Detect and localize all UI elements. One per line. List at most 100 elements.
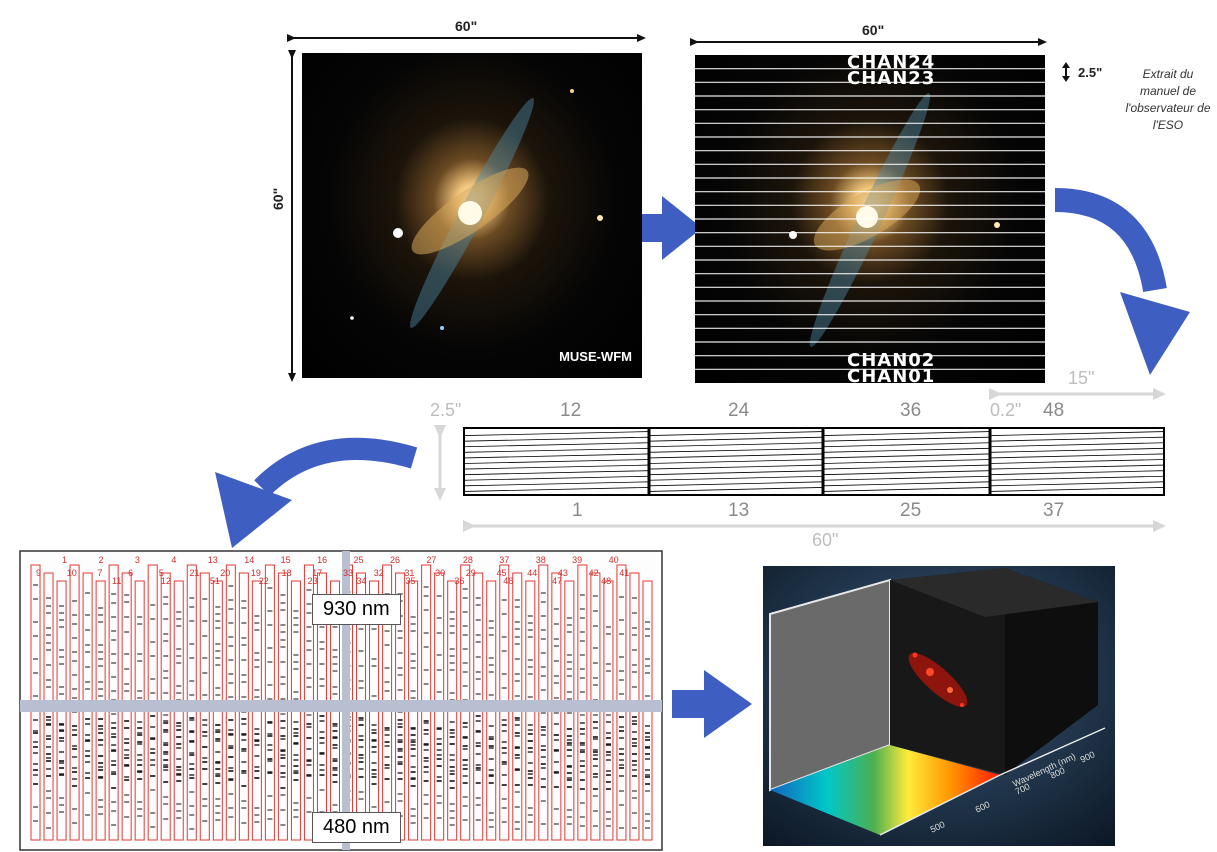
detector-channel-number: 27 [426, 555, 437, 565]
slicer-line [989, 459, 1165, 464]
galaxy-image: MUSE-WFM [302, 53, 642, 378]
detector-channel-number: 7 [97, 568, 103, 578]
slicer-line [822, 453, 991, 459]
slicer-line [822, 447, 991, 453]
detector-channel-number: 2 [98, 555, 104, 565]
slicer-line [648, 470, 824, 476]
detector-channel-number: 14 [244, 555, 255, 565]
slicer-line [822, 431, 991, 436]
flow-arrow-curve-down [1054, 188, 1190, 375]
slicer-top-number: 12 [560, 400, 582, 421]
detector-channel-number: 38 [535, 555, 546, 565]
channels-top: CHAN24 CHAN23 [847, 52, 936, 89]
detector-channel-number: 17 [312, 568, 323, 578]
slicer-line [648, 459, 824, 464]
slicer-bottom-number: 25 [900, 500, 922, 521]
detector-channel-number: 37 [499, 555, 510, 565]
detector-channel-number: 46 [503, 576, 514, 586]
cube-panel [763, 566, 1115, 846]
detector-channel-number: 16 [317, 555, 328, 565]
slicer-line [648, 475, 824, 481]
top-left-width-label: 60" [455, 18, 478, 34]
eso-note-line: l'observateur de [1125, 101, 1211, 115]
detector-channel-number: 10 [66, 568, 77, 578]
detector-channel-number: 26 [389, 555, 400, 565]
detector-channel-number: 4 [171, 555, 177, 565]
detector-channel-number: 47 [552, 576, 563, 586]
chan-label: CHAN01 [847, 366, 936, 387]
slicer-line [989, 470, 1165, 476]
sliced-galaxy-image: CHAN24 CHAN23 CHAN02 CHAN01 [695, 52, 1045, 387]
eso-note-line: l'ESO [1152, 118, 1184, 132]
slicer-bottom-number: 1 [572, 500, 583, 521]
chan-label: CHAN23 [847, 68, 936, 89]
flow-arrow-right-1 [632, 196, 702, 260]
slicer-line [463, 481, 650, 487]
slicer-line [463, 475, 650, 481]
slicer-line [822, 475, 991, 481]
slicer-line [463, 453, 650, 459]
slicer-line [989, 487, 1165, 492]
slicer-line [822, 481, 991, 487]
detector-channel-number: 40 [608, 555, 619, 565]
eso-note-line: manuel de [1139, 84, 1197, 98]
slicer-line [648, 431, 824, 436]
slicer-line [463, 487, 650, 492]
slicer-line [463, 436, 650, 442]
slicer-top-number: 36 [900, 400, 922, 421]
cube-top-face [890, 568, 1098, 617]
flow-arrow-curve-left [215, 437, 418, 548]
slicer-line [822, 442, 991, 448]
detector-channel-number: 29 [465, 568, 476, 578]
detector-channel-number: 3 [134, 555, 140, 565]
cube-galaxy-image [908, 652, 968, 707]
slicer-step-label: 0.2" [990, 400, 1022, 420]
detector-channel-number: 22 [258, 576, 269, 586]
detector-channel-number: 39 [572, 555, 583, 565]
slicer-line [989, 481, 1165, 487]
slicer-bottom-number: 13 [728, 500, 750, 521]
slicer-height-label: 2.5" [430, 400, 462, 420]
slicer-line [648, 442, 824, 448]
detector-channel-number: 28 [462, 555, 473, 565]
detector-channel-number: 35 [405, 576, 416, 586]
detector-channel-number: 44 [527, 568, 538, 578]
detector-channel-number: 33 [343, 568, 354, 578]
slicer-line [463, 464, 650, 470]
detector-channel-number: 11 [112, 576, 122, 586]
slicer-bottom-number: 37 [1043, 500, 1065, 521]
slicer-top-number: 48 [1043, 400, 1065, 421]
slicer-line [822, 436, 991, 442]
channels-bottom: CHAN02 CHAN01 [847, 352, 936, 387]
slicer-line [989, 464, 1165, 470]
slicer-line [648, 464, 824, 470]
slicer-line [822, 487, 991, 492]
detector-channel-number: 43 [557, 568, 568, 578]
detector-channel-number: 42 [588, 568, 599, 578]
wavelength-top-label: 930 nm [312, 594, 401, 625]
slicer-line [822, 470, 991, 476]
detector-channel-number: 23 [307, 576, 318, 586]
top-right-width-label: 60" [862, 22, 885, 38]
detector-channel-number: 6 [128, 568, 134, 578]
flow-arrow-right-2 [672, 670, 752, 738]
slicer-line [989, 475, 1165, 481]
slicer-top-number: 24 [728, 400, 750, 421]
detector-channel-number: 18 [281, 568, 292, 578]
detector-channel-number: 21 [189, 568, 200, 578]
eso-note: Extrait du manuel de l'observateur de l'… [1118, 66, 1217, 134]
detector-channel-number: 9 [36, 568, 42, 578]
chan-label: CHAN24 [847, 52, 936, 73]
detector-channel-number: 45 [496, 568, 507, 578]
detector-channel-number: 34 [356, 576, 367, 586]
detector-channel-number: 13 [207, 555, 218, 565]
slicer-line [648, 436, 824, 442]
detector-channel-number: 48 [601, 576, 612, 586]
galaxy-features [350, 89, 603, 330]
eso-note-line: Extrait du [1142, 67, 1194, 81]
slicer-line [989, 453, 1165, 459]
slicer-line [822, 459, 991, 464]
detector-channel-number: 1 [62, 555, 68, 565]
spectrum-floor [770, 745, 1000, 835]
